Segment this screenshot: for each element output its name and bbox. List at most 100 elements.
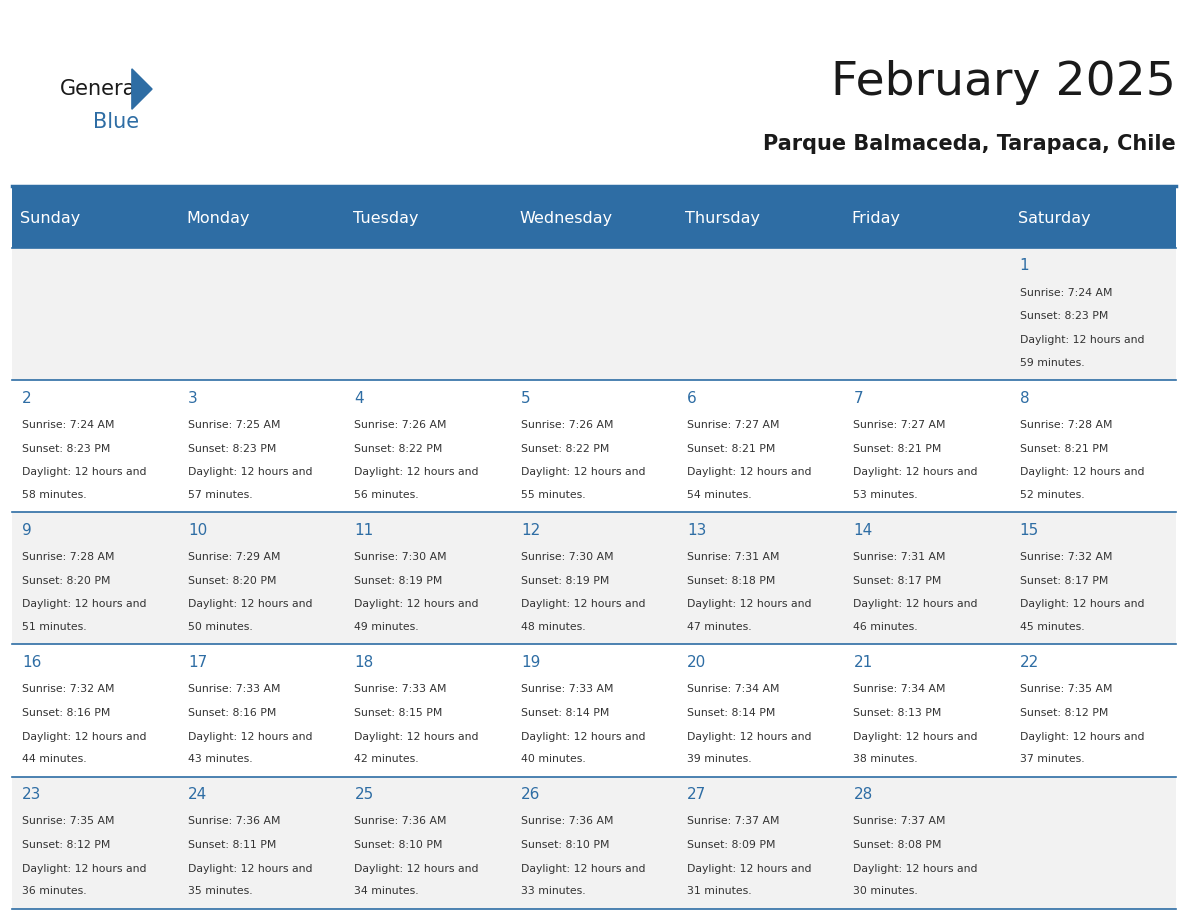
Text: Sunrise: 7:32 AM: Sunrise: 7:32 AM bbox=[21, 684, 114, 694]
Text: Sunrise: 7:25 AM: Sunrise: 7:25 AM bbox=[188, 420, 280, 430]
Text: Sunset: 8:23 PM: Sunset: 8:23 PM bbox=[188, 443, 277, 453]
Text: 12: 12 bbox=[520, 523, 541, 538]
Text: Sunset: 8:21 PM: Sunset: 8:21 PM bbox=[853, 443, 942, 453]
Text: Sunset: 8:14 PM: Sunset: 8:14 PM bbox=[520, 708, 609, 718]
Bar bbox=[843, 512, 1010, 644]
Text: 38 minutes.: 38 minutes. bbox=[853, 755, 918, 764]
Text: 19: 19 bbox=[520, 655, 541, 670]
Bar bbox=[843, 777, 1010, 909]
Bar bbox=[843, 248, 1010, 380]
Bar bbox=[1010, 512, 1176, 644]
Text: 22: 22 bbox=[1019, 655, 1040, 670]
Text: Daylight: 12 hours and: Daylight: 12 hours and bbox=[853, 599, 978, 610]
Text: 48 minutes.: 48 minutes. bbox=[520, 622, 586, 632]
Text: Sunset: 8:23 PM: Sunset: 8:23 PM bbox=[1019, 311, 1108, 321]
Text: 45 minutes.: 45 minutes. bbox=[1019, 622, 1085, 632]
Bar bbox=[677, 512, 843, 644]
Text: Sunrise: 7:37 AM: Sunrise: 7:37 AM bbox=[687, 816, 779, 826]
Text: 56 minutes.: 56 minutes. bbox=[354, 490, 419, 499]
Text: 21: 21 bbox=[853, 655, 873, 670]
Text: 37 minutes.: 37 minutes. bbox=[1019, 755, 1085, 764]
Text: Sunrise: 7:24 AM: Sunrise: 7:24 AM bbox=[21, 420, 114, 430]
Bar bbox=[1010, 777, 1176, 909]
Text: 2: 2 bbox=[21, 391, 32, 406]
Text: Daylight: 12 hours and: Daylight: 12 hours and bbox=[21, 732, 146, 742]
Text: Daylight: 12 hours and: Daylight: 12 hours and bbox=[188, 467, 312, 477]
Bar bbox=[178, 644, 345, 777]
Text: Daylight: 12 hours and: Daylight: 12 hours and bbox=[1019, 335, 1144, 345]
Text: General: General bbox=[59, 79, 141, 99]
Text: 6: 6 bbox=[687, 391, 697, 406]
Text: Friday: Friday bbox=[852, 210, 901, 226]
Text: Daylight: 12 hours and: Daylight: 12 hours and bbox=[188, 864, 312, 874]
Text: Sunset: 8:16 PM: Sunset: 8:16 PM bbox=[188, 708, 277, 718]
Text: Daylight: 12 hours and: Daylight: 12 hours and bbox=[853, 732, 978, 742]
Text: Sunrise: 7:26 AM: Sunrise: 7:26 AM bbox=[520, 420, 613, 430]
Text: Sunrise: 7:35 AM: Sunrise: 7:35 AM bbox=[21, 816, 114, 826]
Bar bbox=[178, 777, 345, 909]
Bar bbox=[677, 380, 843, 512]
Text: Sunrise: 7:31 AM: Sunrise: 7:31 AM bbox=[853, 552, 946, 562]
Text: 30 minutes.: 30 minutes. bbox=[853, 887, 918, 896]
Text: Sunrise: 7:36 AM: Sunrise: 7:36 AM bbox=[520, 816, 613, 826]
Text: Sunset: 8:12 PM: Sunset: 8:12 PM bbox=[21, 840, 110, 850]
Text: Daylight: 12 hours and: Daylight: 12 hours and bbox=[687, 599, 811, 610]
Text: Daylight: 12 hours and: Daylight: 12 hours and bbox=[520, 732, 645, 742]
Text: 24: 24 bbox=[188, 788, 208, 802]
Text: Sunrise: 7:33 AM: Sunrise: 7:33 AM bbox=[188, 684, 280, 694]
Bar bbox=[12, 248, 178, 380]
Text: Sunrise: 7:34 AM: Sunrise: 7:34 AM bbox=[853, 684, 946, 694]
Bar bbox=[677, 188, 843, 248]
Bar bbox=[1010, 248, 1176, 380]
Text: Sunrise: 7:36 AM: Sunrise: 7:36 AM bbox=[354, 816, 447, 826]
Bar bbox=[178, 188, 345, 248]
Bar bbox=[511, 644, 677, 777]
Text: Sunrise: 7:36 AM: Sunrise: 7:36 AM bbox=[188, 816, 280, 826]
Bar bbox=[511, 380, 677, 512]
Bar bbox=[345, 512, 511, 644]
Text: 10: 10 bbox=[188, 523, 208, 538]
Text: 47 minutes.: 47 minutes. bbox=[687, 622, 752, 632]
Text: February 2025: February 2025 bbox=[832, 60, 1176, 106]
Text: Sunset: 8:17 PM: Sunset: 8:17 PM bbox=[1019, 576, 1108, 586]
Bar bbox=[345, 248, 511, 380]
Text: 20: 20 bbox=[687, 655, 707, 670]
Text: 11: 11 bbox=[354, 523, 374, 538]
Text: Sunrise: 7:26 AM: Sunrise: 7:26 AM bbox=[354, 420, 447, 430]
Bar bbox=[843, 380, 1010, 512]
Text: Sunset: 8:16 PM: Sunset: 8:16 PM bbox=[21, 708, 110, 718]
Text: 54 minutes.: 54 minutes. bbox=[687, 490, 752, 499]
Bar bbox=[12, 188, 178, 248]
Text: Daylight: 12 hours and: Daylight: 12 hours and bbox=[21, 864, 146, 874]
Text: 4: 4 bbox=[354, 391, 365, 406]
Text: Sunset: 8:11 PM: Sunset: 8:11 PM bbox=[188, 840, 277, 850]
Text: Sunset: 8:13 PM: Sunset: 8:13 PM bbox=[853, 708, 942, 718]
Bar bbox=[511, 188, 677, 248]
Text: 27: 27 bbox=[687, 788, 707, 802]
Text: 23: 23 bbox=[21, 788, 42, 802]
Text: Daylight: 12 hours and: Daylight: 12 hours and bbox=[1019, 467, 1144, 477]
Text: 1: 1 bbox=[1019, 259, 1030, 274]
Bar bbox=[178, 512, 345, 644]
Text: 42 minutes.: 42 minutes. bbox=[354, 755, 419, 764]
Bar bbox=[677, 248, 843, 380]
Text: Sunset: 8:18 PM: Sunset: 8:18 PM bbox=[687, 576, 776, 586]
Text: Sunset: 8:22 PM: Sunset: 8:22 PM bbox=[520, 443, 609, 453]
Text: Sunrise: 7:30 AM: Sunrise: 7:30 AM bbox=[520, 552, 613, 562]
Text: Sunrise: 7:27 AM: Sunrise: 7:27 AM bbox=[687, 420, 779, 430]
Text: 51 minutes.: 51 minutes. bbox=[21, 622, 87, 632]
Text: Sunset: 8:23 PM: Sunset: 8:23 PM bbox=[21, 443, 110, 453]
Text: 17: 17 bbox=[188, 655, 208, 670]
Text: 16: 16 bbox=[21, 655, 42, 670]
Bar bbox=[843, 188, 1010, 248]
Text: Monday: Monday bbox=[187, 210, 249, 226]
Text: 59 minutes.: 59 minutes. bbox=[1019, 358, 1085, 367]
Text: Sunrise: 7:33 AM: Sunrise: 7:33 AM bbox=[520, 684, 613, 694]
Text: 34 minutes.: 34 minutes. bbox=[354, 887, 419, 896]
Text: 13: 13 bbox=[687, 523, 707, 538]
Bar bbox=[12, 644, 178, 777]
Bar bbox=[677, 777, 843, 909]
Text: Thursday: Thursday bbox=[685, 210, 760, 226]
Text: Daylight: 12 hours and: Daylight: 12 hours and bbox=[21, 467, 146, 477]
Polygon shape bbox=[132, 69, 152, 109]
